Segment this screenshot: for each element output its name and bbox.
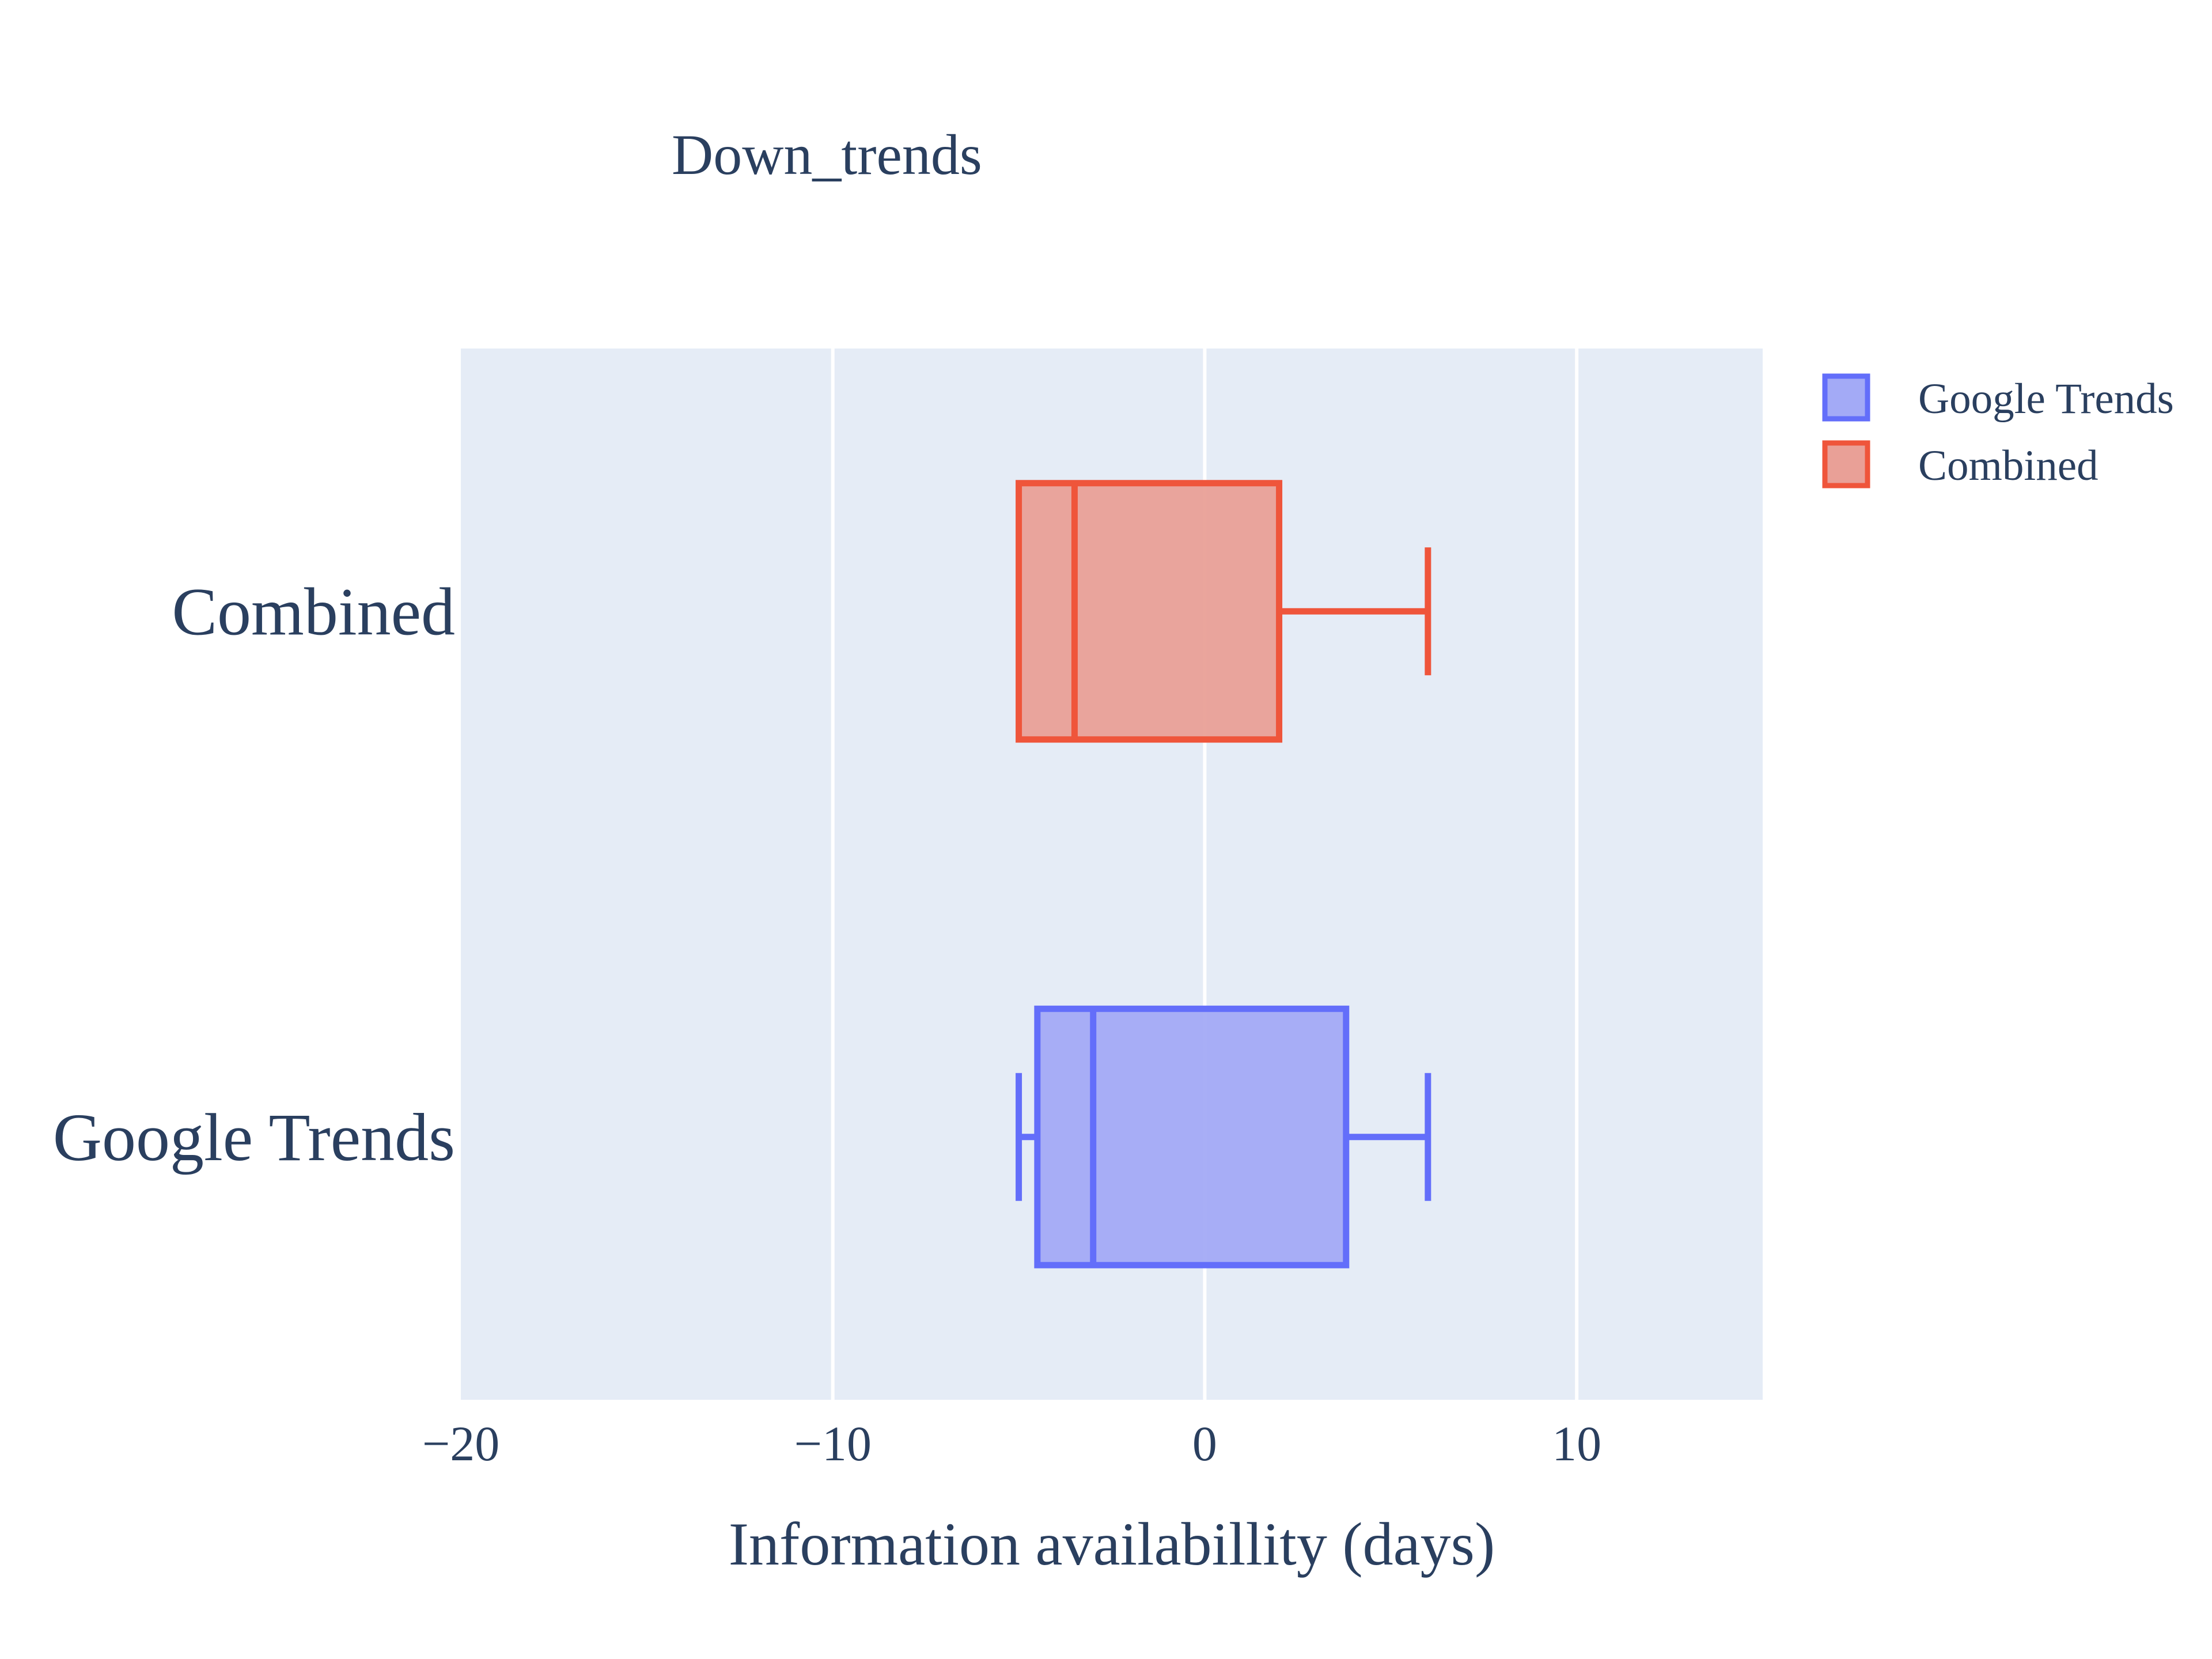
- box-google-trends: [1016, 1005, 1431, 1268]
- iqr-box: [1034, 1005, 1350, 1268]
- legend-label: Google Trends: [1918, 375, 2174, 423]
- legend-swatch: [1822, 440, 1870, 488]
- y-axis-categories: Combined Google Trends: [53, 574, 455, 1175]
- chart-title: Down_trends: [672, 123, 982, 187]
- box-plots: [1016, 480, 1431, 1268]
- x-axis-ticks: −20 −10 0 10: [422, 1416, 1601, 1471]
- legend-item[interactable]: Combined: [1822, 440, 2099, 490]
- x-tick-label: 10: [1552, 1416, 1601, 1471]
- legend-item[interactable]: Google Trends: [1822, 373, 2174, 423]
- iqr-box: [1016, 480, 1283, 743]
- legend-label: Combined: [1918, 442, 2099, 490]
- x-tick-label: 0: [1192, 1416, 1217, 1471]
- legend-swatch: [1822, 373, 1870, 422]
- box-combined: [1016, 480, 1431, 743]
- legend[interactable]: Google Trends Combined: [1822, 373, 2174, 490]
- x-axis-label: Information availabillity (days): [729, 1510, 1495, 1578]
- x-tick-label: −20: [422, 1416, 500, 1471]
- y-category-label: Google Trends: [53, 1100, 455, 1175]
- y-category-label: Combined: [172, 574, 455, 649]
- x-tick-label: −10: [794, 1416, 872, 1471]
